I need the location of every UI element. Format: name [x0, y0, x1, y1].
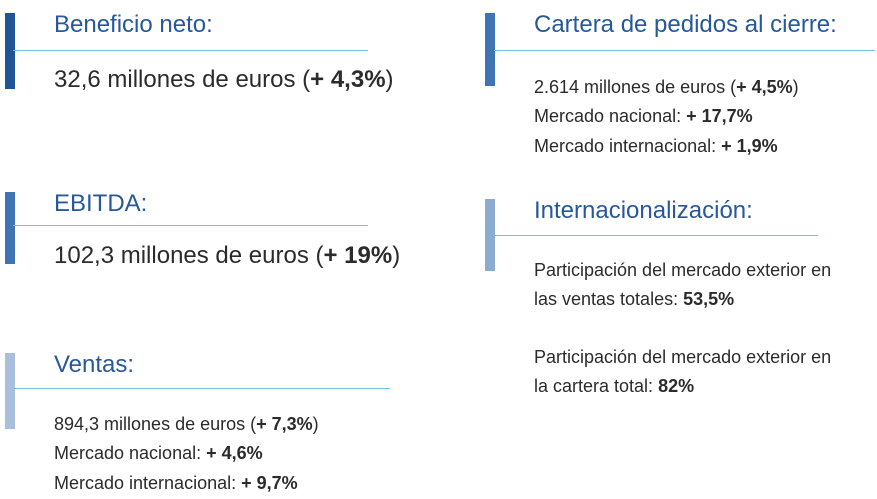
- beneficio-value-suffix: ): [385, 66, 394, 93]
- ebitda-value-suffix: ): [392, 242, 401, 269]
- ebitda-value-change: + 19%: [323, 242, 393, 269]
- cartera-rule: [494, 50, 875, 51]
- cartera-line-total: 2.614 millones de euros (+ 4,5%): [534, 78, 799, 96]
- beneficio-value-change: + 4,3%: [310, 66, 386, 93]
- internacionalizacion-title: Internacionalización:: [534, 197, 753, 224]
- ventas-bar: [5, 353, 15, 429]
- ventas-share-line1: Participación del mercado exterior en: [534, 260, 832, 280]
- ebitda-section: EBITDA: 102,3 millones de euros (+ 19%): [0, 180, 420, 280]
- ebitda-rule: [13, 225, 368, 226]
- cartera-section: Cartera de pedidos al cierre: 2.614 mill…: [470, 0, 877, 160]
- ventas-share-line2: las ventas totales: 53,5%: [534, 290, 734, 308]
- cartera-title: Cartera de pedidos al cierre:: [534, 11, 837, 38]
- ventas-share-value: 53,5%: [683, 289, 735, 309]
- ventas-nacional-change: + 4,6%: [206, 443, 263, 463]
- ventas-line-total: 894,3 millones de euros (+ 7,3%): [54, 415, 319, 433]
- beneficio-title: Beneficio neto:: [54, 11, 213, 38]
- cartera-share-line2: la cartera total: 82%: [534, 377, 694, 395]
- cartera-total-suffix: ): [792, 77, 799, 97]
- ventas-total-change: + 7,3%: [256, 414, 313, 434]
- cartera-nacional-change: + 17,7%: [686, 106, 753, 126]
- beneficio-rule: [13, 50, 368, 51]
- beneficio-value: 32,6 millones de euros (+ 4,3%): [54, 68, 394, 92]
- cartera-share-line1: Participación del mercado exterior en: [534, 347, 832, 367]
- cartera-total-prefix: 2.614 millones de euros (: [534, 77, 737, 97]
- ventas-share-label: las ventas totales:: [534, 289, 684, 309]
- ventas-line-nacional: Mercado nacional: + 4,6%: [54, 444, 263, 462]
- internacionalizacion-section: Internacionalización: Participación del …: [470, 190, 877, 410]
- ebitda-bar: [5, 192, 15, 264]
- cartera-nacional-label: Mercado nacional:: [534, 106, 687, 126]
- beneficio-value-prefix: 32,6 millones de euros (: [54, 66, 311, 93]
- cartera-line-nacional: Mercado nacional: + 17,7%: [534, 107, 753, 125]
- cartera-share-label: la cartera total:: [534, 376, 659, 396]
- cartera-bar: [485, 13, 495, 86]
- cartera-internacional-change: + 1,9%: [721, 136, 778, 156]
- ventas-internacional-change: + 9,7%: [241, 473, 298, 493]
- cartera-total-change: + 4,5%: [736, 77, 793, 97]
- beneficio-neto-section: Beneficio neto: 32,6 millones de euros (…: [0, 0, 420, 110]
- cartera-line-internacional: Mercado internacional: + 1,9%: [534, 137, 778, 155]
- ebitda-value: 102,3 millones de euros (+ 19%): [54, 244, 400, 268]
- ventas-title: Ventas:: [54, 351, 135, 378]
- ebitda-value-prefix: 102,3 millones de euros (: [54, 242, 324, 269]
- ventas-internacional-label: Mercado internacional:: [54, 473, 242, 493]
- ventas-total-suffix: ): [312, 414, 319, 434]
- internacionalizacion-rule: [494, 235, 818, 236]
- ebitda-title: EBITDA:: [54, 190, 148, 217]
- cartera-internacional-label: Mercado internacional:: [534, 136, 722, 156]
- cartera-share-value: 82%: [658, 376, 695, 396]
- ventas-nacional-label: Mercado nacional:: [54, 443, 207, 463]
- beneficio-bar: [5, 13, 15, 89]
- ventas-section: Ventas: 894,3 millones de euros (+ 7,3%)…: [0, 345, 430, 499]
- ventas-total-prefix: 894,3 millones de euros (: [54, 414, 257, 434]
- internacionalizacion-bar: [485, 199, 495, 271]
- ventas-rule: [13, 388, 390, 389]
- ventas-line-internacional: Mercado internacional: + 9,7%: [54, 474, 298, 492]
